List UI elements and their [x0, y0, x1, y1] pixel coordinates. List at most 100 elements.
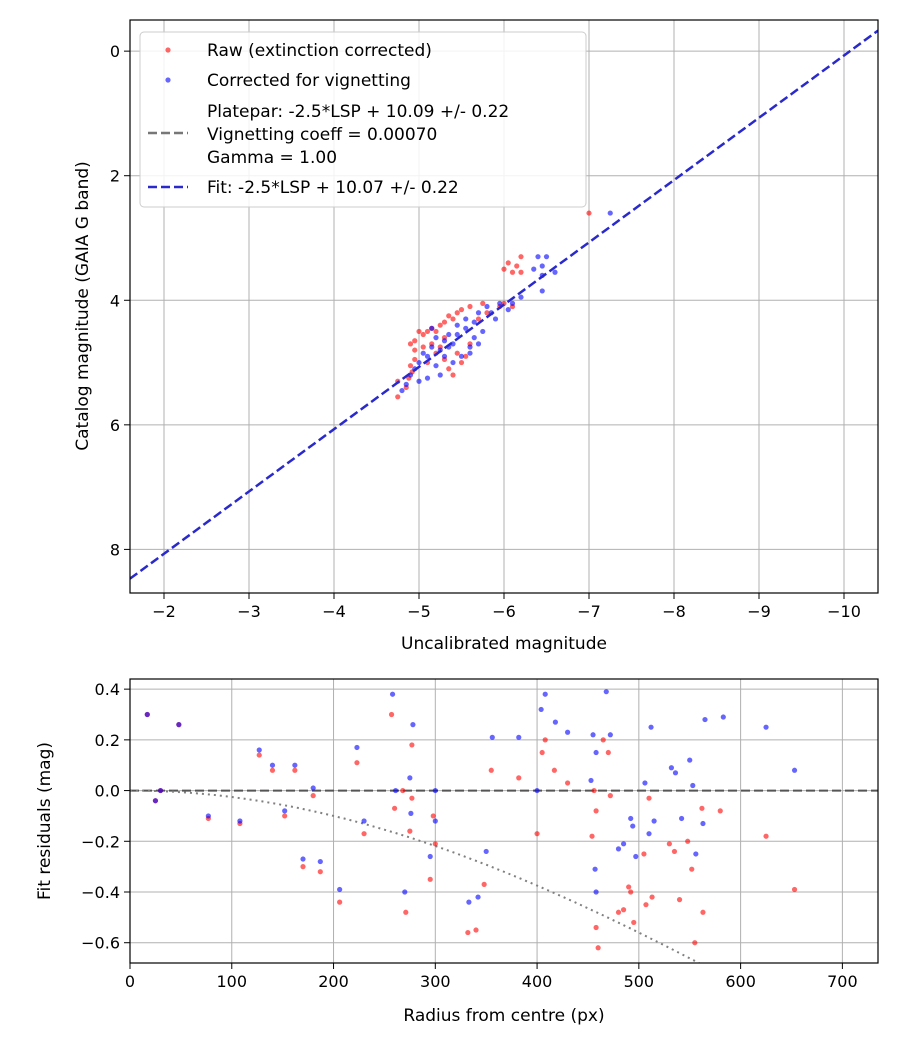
corrected-point — [458, 353, 465, 359]
residual-raw-point — [641, 851, 647, 857]
residual-raw-point — [407, 828, 413, 834]
corrected-point — [535, 254, 541, 260]
corrected-point — [429, 344, 435, 350]
raw-point — [518, 269, 524, 275]
residual-corrected-point — [642, 780, 648, 786]
residuals-grid — [129, 679, 878, 963]
residual-corrected-point — [354, 744, 360, 751]
residual-raw-point — [626, 884, 632, 890]
corrected-point — [399, 387, 405, 394]
residual-corrected-point — [407, 775, 413, 781]
x-tick-label: 0 — [125, 972, 135, 991]
residual-raw-point — [565, 780, 571, 786]
residual-raw-point — [628, 889, 634, 895]
residual-corrected-point — [633, 853, 639, 860]
residual-raw-point — [361, 831, 367, 837]
y-tick-label: −0.4 — [81, 883, 120, 902]
residual-raw-point — [534, 831, 540, 837]
residual-corrected-point — [393, 787, 399, 794]
corrected-point — [463, 325, 469, 331]
residual-corrected-point — [672, 770, 679, 776]
residual-raw-point — [430, 813, 436, 819]
residual-raw-point — [473, 927, 479, 933]
residual-raw-point — [676, 897, 683, 903]
residual-raw-point — [700, 909, 706, 915]
calibration-y-ticks: 0 2 4 6 8 — [110, 42, 130, 559]
raw-point — [450, 372, 456, 378]
residual-raw-point — [671, 848, 678, 855]
corrected-point — [403, 381, 409, 387]
residual-raw-point — [269, 767, 276, 773]
y-tick-label: 6 — [110, 416, 120, 435]
corrected-point — [463, 316, 469, 322]
residual-corrected-point — [144, 711, 150, 718]
residual-corrected-point — [630, 823, 636, 829]
raw-point — [518, 254, 524, 260]
corrected-point — [429, 325, 435, 331]
corrected-point — [446, 331, 452, 338]
residual-raw-point — [427, 876, 433, 882]
residual-corrected-point — [615, 846, 622, 852]
residuals-y-ticks: 0.4 0.2 0.0 −0.2 −0.4 −0.6 — [81, 680, 130, 953]
residual-raw-point — [699, 805, 705, 811]
vignetting-model-curve — [130, 789, 701, 963]
residual-corrected-point — [389, 691, 396, 697]
x-tick-label: 500 — [624, 972, 655, 991]
corrected-point — [433, 363, 439, 369]
residual-corrected-point — [620, 841, 627, 847]
raw-point — [412, 347, 418, 353]
raw-point — [420, 331, 426, 338]
residual-raw-point — [354, 760, 360, 766]
residual-raw-point — [605, 749, 611, 756]
corrected-point — [416, 378, 422, 384]
residual-raw-point — [400, 787, 406, 794]
corrected-point — [484, 303, 490, 310]
corrected-point — [454, 331, 460, 338]
x-tick-label: 400 — [522, 972, 553, 991]
residual-corrected-point — [427, 853, 433, 860]
corrected-point — [497, 300, 503, 306]
residual-raw-point — [717, 808, 723, 814]
x-tick-label: −6 — [492, 602, 516, 621]
x-tick-label: −4 — [322, 602, 346, 621]
fit-line — [130, 29, 878, 580]
x-tick-label: 200 — [318, 972, 349, 991]
raw-point — [514, 263, 520, 269]
corrected-point — [441, 338, 448, 344]
corrected-point — [607, 210, 613, 216]
residual-raw-point — [256, 752, 262, 758]
raw-point — [454, 310, 460, 316]
corrected-point — [450, 359, 456, 366]
corrected-point — [552, 269, 558, 275]
residual-corrected-point — [152, 798, 159, 804]
corrected-point — [539, 263, 545, 269]
raw-point — [450, 316, 456, 322]
x-tick-label: −5 — [407, 602, 431, 621]
residual-corrected-point — [361, 818, 367, 824]
residual-corrected-point — [466, 899, 472, 905]
raw-point — [475, 316, 482, 322]
calibration-y-axis-label: Catalog magnitude (GAIA G band) — [73, 161, 93, 451]
residuals-x-axis-label: Radius from centre (px) — [403, 1006, 604, 1026]
residual-corrected-points-series — [144, 689, 798, 905]
y-tick-label: −0.2 — [81, 832, 120, 851]
residual-raw-point — [516, 775, 522, 781]
residual-raw-point — [310, 793, 316, 799]
residual-corrected-point — [157, 787, 164, 794]
residual-raw-point — [300, 864, 306, 870]
residual-raw-point — [615, 909, 622, 915]
residual-raw-point — [593, 808, 599, 814]
raw-point — [505, 260, 511, 266]
residual-raw-point — [539, 749, 545, 756]
corrected-point — [450, 341, 456, 347]
residual-raw-point — [403, 909, 409, 915]
residual-corrected-point — [310, 785, 316, 791]
calibration-x-axis-label: Uncalibrated magnitude — [401, 634, 607, 654]
raw-point — [433, 328, 439, 335]
residual-raw-point — [432, 841, 438, 847]
residual-raw-point — [649, 894, 655, 900]
corrected-point — [531, 266, 537, 272]
x-tick-label: −10 — [827, 602, 861, 621]
residual-corrected-point — [300, 856, 306, 862]
residuals-axes-frame — [129, 678, 879, 964]
